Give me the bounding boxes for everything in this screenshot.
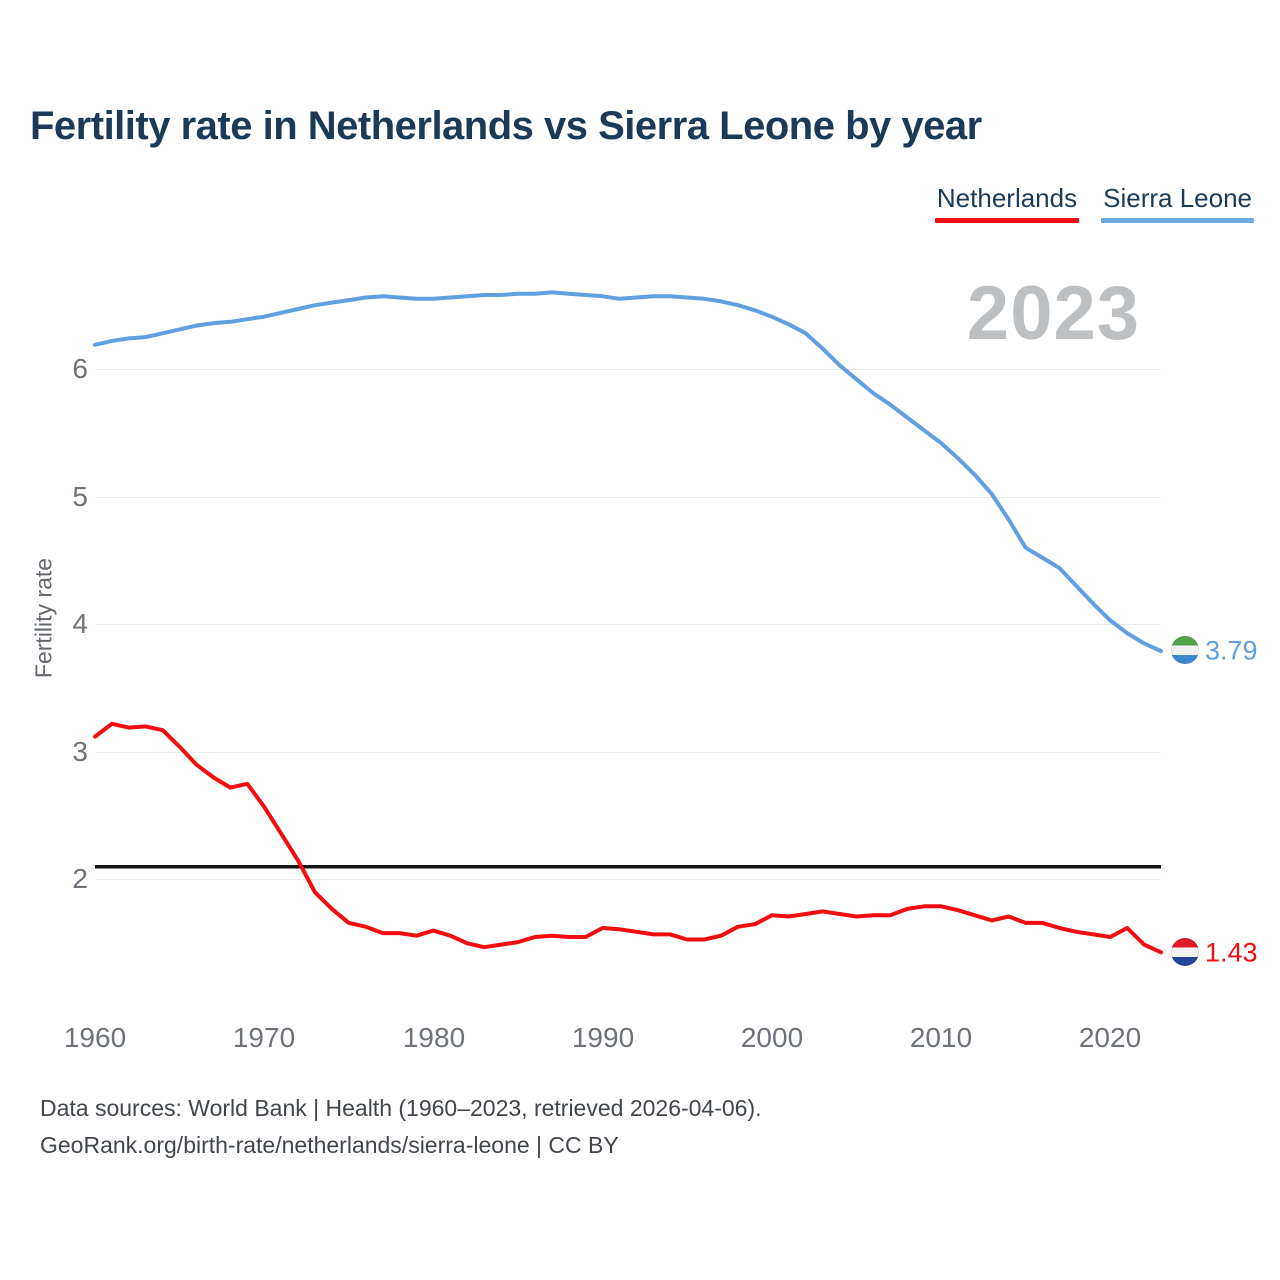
x-tick-2000: 2000: [740, 1022, 804, 1053]
gridline-6: [95, 369, 1161, 370]
page-title: Fertility rate in Netherlands vs Sierra …: [30, 104, 982, 148]
netherlands-line: [93, 721, 1163, 955]
gridline-3: [95, 752, 1161, 753]
gridline-4: [95, 624, 1161, 625]
x-tick-1960: 1960: [63, 1022, 127, 1053]
x-tick-2010: 2010: [909, 1022, 973, 1053]
x-tick-1970: 1970: [232, 1022, 296, 1053]
legend-underline-sierra-leone: [1101, 218, 1254, 223]
x-tick-1990: 1990: [571, 1022, 635, 1053]
legend-label-sierra-leone: Sierra Leone: [1103, 183, 1252, 213]
year-watermark: 2023: [966, 271, 1140, 356]
legend-underline-netherlands: [934, 218, 1080, 223]
netherlands-end-value: 1.43: [1205, 937, 1258, 968]
gridline-2: [95, 879, 1161, 880]
footer-sources-line: Data sources: World Bank | Health (1960–…: [40, 1095, 762, 1121]
netherlands-flag-icon: [1171, 938, 1199, 966]
y-tick-6: 6: [72, 353, 88, 384]
x-tick-1980: 1980: [402, 1022, 466, 1053]
y-tick-4: 4: [72, 608, 88, 639]
legend-label-netherlands: Netherlands: [936, 183, 1078, 213]
y-tick-5: 5: [72, 481, 88, 512]
sierra-leone-flag-icon: [1171, 636, 1199, 664]
y-tick-2: 2: [72, 863, 88, 894]
y-tick-3: 3: [72, 736, 88, 767]
legend-item-sierra-leone[interactable]: Sierra Leone: [1101, 183, 1254, 223]
legend: Netherlands Sierra Leone: [934, 183, 1254, 223]
gridline-5: [95, 497, 1161, 498]
footer: Data sources: World Bank | Health (1960–…: [40, 1090, 762, 1164]
x-tick-2020: 2020: [1078, 1022, 1142, 1053]
legend-item-netherlands[interactable]: Netherlands: [934, 183, 1080, 223]
sierra-leone-line: [93, 290, 1163, 654]
footer-attribution-line: GeoRank.org/birth-rate/netherlands/sierr…: [40, 1132, 619, 1158]
sierra-leone-end-value: 3.79: [1205, 635, 1258, 666]
